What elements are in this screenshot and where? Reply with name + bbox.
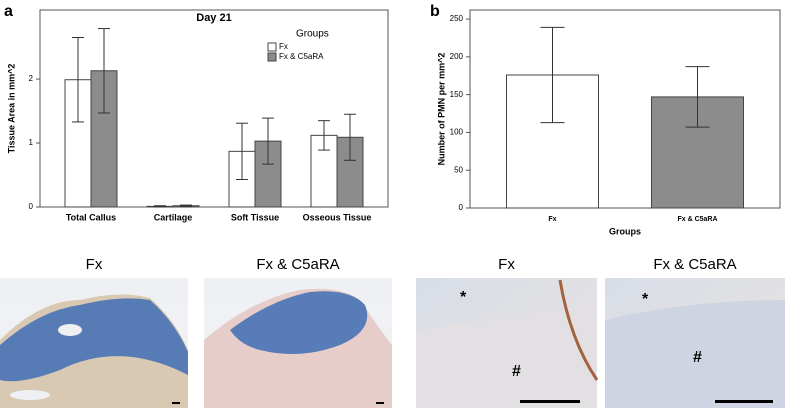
x-tick-label: Fx (548, 216, 556, 223)
x-axis-label: Groups (609, 226, 641, 236)
x-tick-label: Fx & C5aRA (677, 216, 717, 223)
y-tick-label: 250 (450, 14, 464, 23)
panel-label: b (430, 3, 440, 20)
legend-swatch (267, 52, 277, 62)
image-label: Fx (498, 256, 515, 273)
plot-frame (39, 9, 389, 208)
legend-title: Groups (296, 29, 329, 40)
y-tick-label: 1 (29, 138, 34, 147)
y-axis-label: Tissue Area in mm^2 (6, 64, 16, 154)
image-label: Fx & C5aRA (256, 256, 339, 273)
image-annotation: * (642, 291, 649, 308)
y-tick-label: 100 (450, 128, 464, 137)
x-tick-label: Osseous Tissue (303, 212, 372, 222)
image-annotation: # (693, 349, 702, 366)
image-annotation: # (512, 363, 521, 380)
panel-label: a (4, 3, 13, 20)
x-tick-label: Soft Tissue (231, 212, 279, 222)
plot-frame (469, 9, 781, 209)
micrograph (605, 278, 785, 408)
y-tick-label: 0 (29, 202, 34, 211)
image-label: Fx (86, 256, 103, 273)
image-label: Fx & C5aRA (653, 256, 736, 273)
micrograph (0, 278, 188, 408)
bar (651, 96, 744, 209)
legend-swatch (267, 42, 277, 52)
legend-label: Fx (279, 42, 288, 51)
y-tick-label: 200 (450, 52, 464, 61)
y-tick-label: 0 (459, 203, 464, 212)
image-annotation: * (460, 289, 467, 306)
legend-label: Fx & C5aRA (279, 52, 324, 61)
micrograph (416, 278, 599, 408)
micrograph (204, 278, 392, 408)
y-tick-label: 50 (454, 165, 463, 174)
y-tick-label: 150 (450, 90, 464, 99)
y-tick-label: 2 (29, 74, 34, 83)
x-tick-label: Cartilage (154, 212, 193, 222)
x-tick-label: Total Callus (66, 212, 116, 222)
chart-title: Day 21 (196, 12, 231, 24)
y-axis-label: Number of PMN per mm^2 (436, 53, 446, 166)
